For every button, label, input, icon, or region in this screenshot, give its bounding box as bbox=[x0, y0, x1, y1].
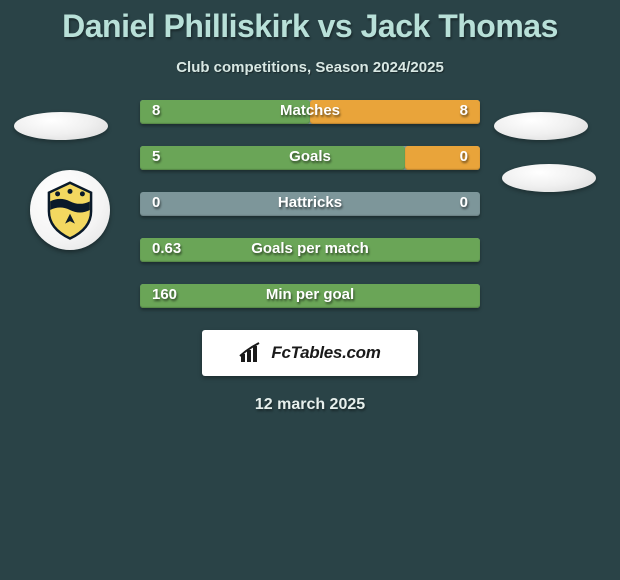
stat-row-goals-per-match: 0.63 Goals per match bbox=[140, 238, 480, 262]
stat-bar-left bbox=[140, 146, 405, 170]
stat-bar-right bbox=[405, 146, 480, 170]
stat-bar-left bbox=[140, 238, 480, 262]
stats-area: 8 Matches 8 5 Goals 0 0 Hattricks 0 0.63… bbox=[0, 100, 620, 414]
page-title: Daniel Philliskirk vs Jack Thomas bbox=[0, 0, 620, 45]
stat-bar-left bbox=[140, 100, 310, 124]
placeholder-ellipse-left-1 bbox=[14, 112, 108, 140]
stat-bar-left bbox=[140, 284, 480, 308]
stat-bar-right bbox=[310, 100, 480, 124]
stat-row-hattricks: 0 Hattricks 0 bbox=[140, 192, 480, 216]
stat-bars: 8 Matches 8 5 Goals 0 0 Hattricks 0 0.63… bbox=[140, 100, 480, 308]
stat-row-min-per-goal: 160 Min per goal bbox=[140, 284, 480, 308]
bar-chart-icon bbox=[239, 342, 265, 364]
stat-value-right: 0 bbox=[460, 194, 468, 211]
date-text: 12 march 2025 bbox=[0, 396, 620, 414]
stat-row-matches: 8 Matches 8 bbox=[140, 100, 480, 124]
club-crest-left bbox=[30, 170, 110, 250]
placeholder-ellipse-right-2 bbox=[502, 164, 596, 192]
stat-label: Hattricks bbox=[140, 194, 480, 211]
placeholder-ellipse-right-1 bbox=[494, 112, 588, 140]
crest-icon bbox=[39, 179, 101, 241]
brand-text: FcTables.com bbox=[271, 343, 380, 363]
stat-value-left: 0 bbox=[152, 194, 160, 211]
stat-row-goals: 5 Goals 0 bbox=[140, 146, 480, 170]
subtitle: Club competitions, Season 2024/2025 bbox=[0, 59, 620, 76]
brand-box: FcTables.com bbox=[202, 330, 418, 376]
